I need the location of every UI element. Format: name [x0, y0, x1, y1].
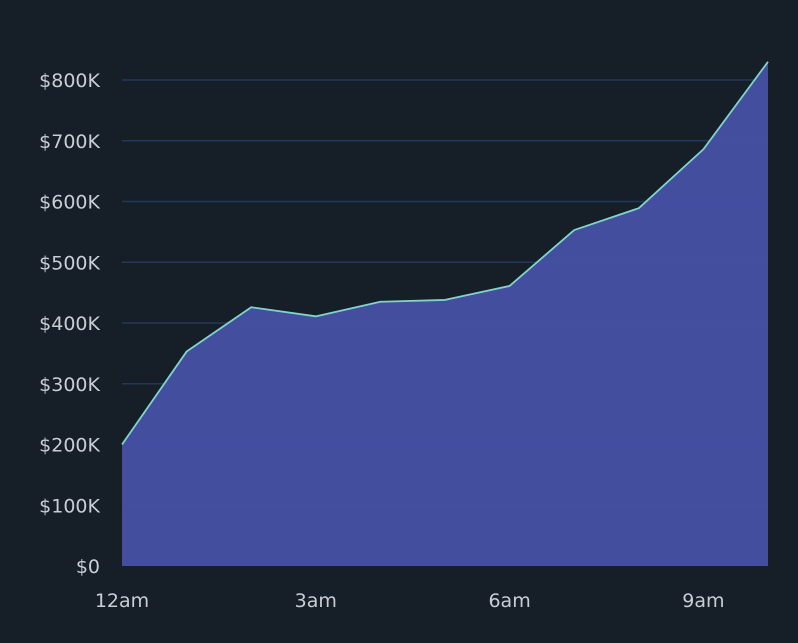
x-tick-label: 9am — [682, 590, 724, 612]
y-tick-label: $100K — [39, 495, 100, 517]
y-axis: $0 $100K $200K $300K $400K $500K $600K $700K $80… — [39, 70, 100, 578]
area-series — [121, 61, 769, 567]
x-tick-label: 6am — [488, 590, 530, 612]
y-tick-label: $400K — [39, 313, 100, 335]
y-tick-label: $800K — [39, 70, 100, 92]
x-tick-label: 12am — [95, 590, 149, 612]
y-tick-label: $700K — [39, 131, 100, 153]
y-tick-label: $600K — [39, 192, 100, 214]
y-tick-label: $0 — [76, 556, 100, 578]
y-tick-label: $200K — [39, 435, 100, 457]
series-line — [121, 61, 769, 446]
x-tick-label: 3am — [295, 590, 337, 612]
y-tick-label: $500K — [39, 252, 100, 274]
area-fill — [122, 61, 768, 567]
y-tick-label: $300K — [39, 374, 100, 396]
x-axis: 12am 3am 6am 9am — [95, 590, 725, 612]
